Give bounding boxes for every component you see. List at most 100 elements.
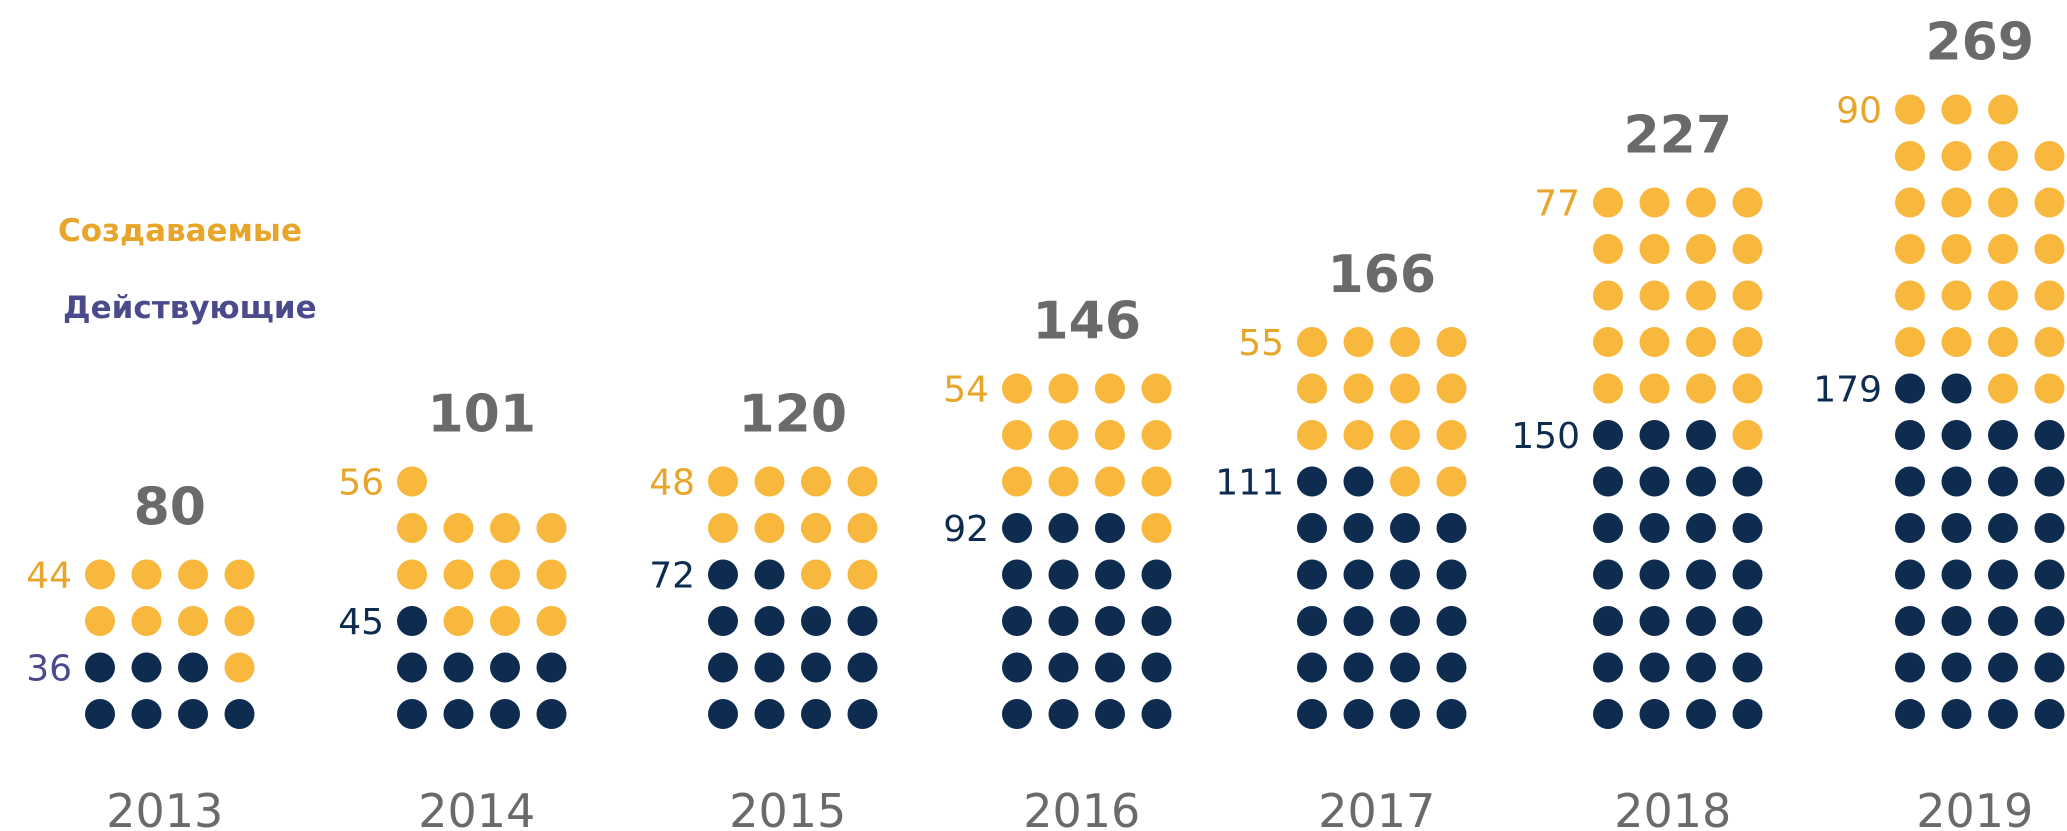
active-dot [847, 699, 878, 729]
active-dot [1941, 373, 1972, 404]
created-dot [443, 606, 474, 636]
year-group-2014: 45 56 101 2014 [338, 385, 567, 831]
created-dot [1988, 280, 2018, 311]
active-dot [2034, 420, 2065, 450]
active-dot [754, 699, 785, 729]
active-dot [1593, 652, 1623, 683]
created-dot [1941, 327, 1972, 357]
created-dot [1436, 373, 1467, 404]
active-dot [1593, 513, 1623, 543]
created-dot [1048, 373, 1079, 404]
created-dot [397, 466, 427, 497]
created-dot [1002, 373, 1032, 404]
created-dot [1686, 327, 1716, 357]
created-dot [1141, 420, 1172, 450]
active-dot [1639, 466, 1670, 497]
active-dot [1343, 559, 1374, 590]
active-dot [801, 699, 831, 729]
active-dot [1002, 652, 1032, 683]
year-label: 2018 [1614, 784, 1731, 831]
active-dot [85, 699, 115, 729]
active-dot [1988, 466, 2018, 497]
active-dot [1593, 420, 1623, 450]
created-dot [1297, 420, 1327, 450]
created-dot [1988, 94, 2018, 125]
created-value-label: 44 [26, 556, 72, 597]
active-dot [85, 652, 115, 683]
year-label: 2019 [1916, 784, 2033, 831]
active-dot [490, 699, 520, 729]
created-dot [1895, 327, 1925, 357]
active-dot [708, 652, 738, 683]
active-dot [1141, 652, 1172, 683]
active-value-label: 45 [338, 602, 384, 643]
created-dot [224, 606, 255, 636]
created-dot [224, 559, 255, 590]
created-dot [1941, 187, 1972, 218]
total-label: 120 [738, 385, 847, 445]
active-value-label: 92 [943, 509, 989, 550]
active-dot [1048, 559, 1079, 590]
created-dot [1343, 420, 1374, 450]
created-dot [1732, 327, 1763, 357]
active-dot [443, 652, 474, 683]
created-dot [1297, 327, 1327, 357]
active-dot [1002, 606, 1032, 636]
active-dot [1639, 652, 1670, 683]
created-dot [536, 606, 567, 636]
active-dot [847, 606, 878, 636]
active-dot [1002, 559, 1032, 590]
active-dot [1686, 699, 1716, 729]
created-dot [708, 513, 738, 543]
year-label: 2013 [106, 784, 223, 831]
created-dot [490, 513, 520, 543]
active-dot [1686, 466, 1716, 497]
active-dot [1732, 466, 1763, 497]
active-dot [1048, 606, 1079, 636]
active-dot [1639, 420, 1670, 450]
active-dot [1048, 513, 1079, 543]
created-dot [443, 513, 474, 543]
created-dot [1686, 280, 1716, 311]
active-dot [1686, 513, 1716, 543]
year-label: 2017 [1318, 784, 1435, 831]
created-dot [536, 559, 567, 590]
created-dot [131, 559, 162, 590]
active-dot [1639, 559, 1670, 590]
created-dot [1639, 373, 1670, 404]
active-dot [1297, 513, 1327, 543]
active-dot [1639, 699, 1670, 729]
active-dot [490, 652, 520, 683]
active-dot [1941, 513, 1972, 543]
active-dot [1988, 559, 2018, 590]
created-dot [1639, 327, 1670, 357]
active-value-label: 111 [1215, 463, 1284, 504]
active-dot [178, 652, 208, 683]
created-dot [847, 513, 878, 543]
created-dot [1988, 327, 2018, 357]
created-dot [1048, 466, 1079, 497]
active-dot [1390, 513, 1420, 543]
created-dot [2034, 187, 2065, 218]
created-dot [490, 606, 520, 636]
active-dot [1686, 559, 1716, 590]
created-dot [1095, 373, 1125, 404]
created-value-label: 56 [338, 463, 384, 504]
created-dot [1593, 327, 1623, 357]
created-dot [754, 513, 785, 543]
year-group-2018: 150 77 227 2018 [1511, 106, 1763, 831]
active-dot [131, 699, 162, 729]
active-dot [1297, 652, 1327, 683]
total-label: 146 [1032, 292, 1141, 352]
created-dot [1343, 327, 1374, 357]
active-dot [1436, 559, 1467, 590]
active-dot [443, 699, 474, 729]
created-dot [1988, 373, 2018, 404]
created-dot [1941, 141, 1972, 171]
created-value-label: 48 [649, 463, 695, 504]
active-value-label: 72 [649, 556, 695, 597]
total-label: 101 [427, 385, 536, 445]
year-label: 2016 [1023, 784, 1140, 831]
active-dot [1988, 699, 2018, 729]
created-dot [1436, 466, 1467, 497]
